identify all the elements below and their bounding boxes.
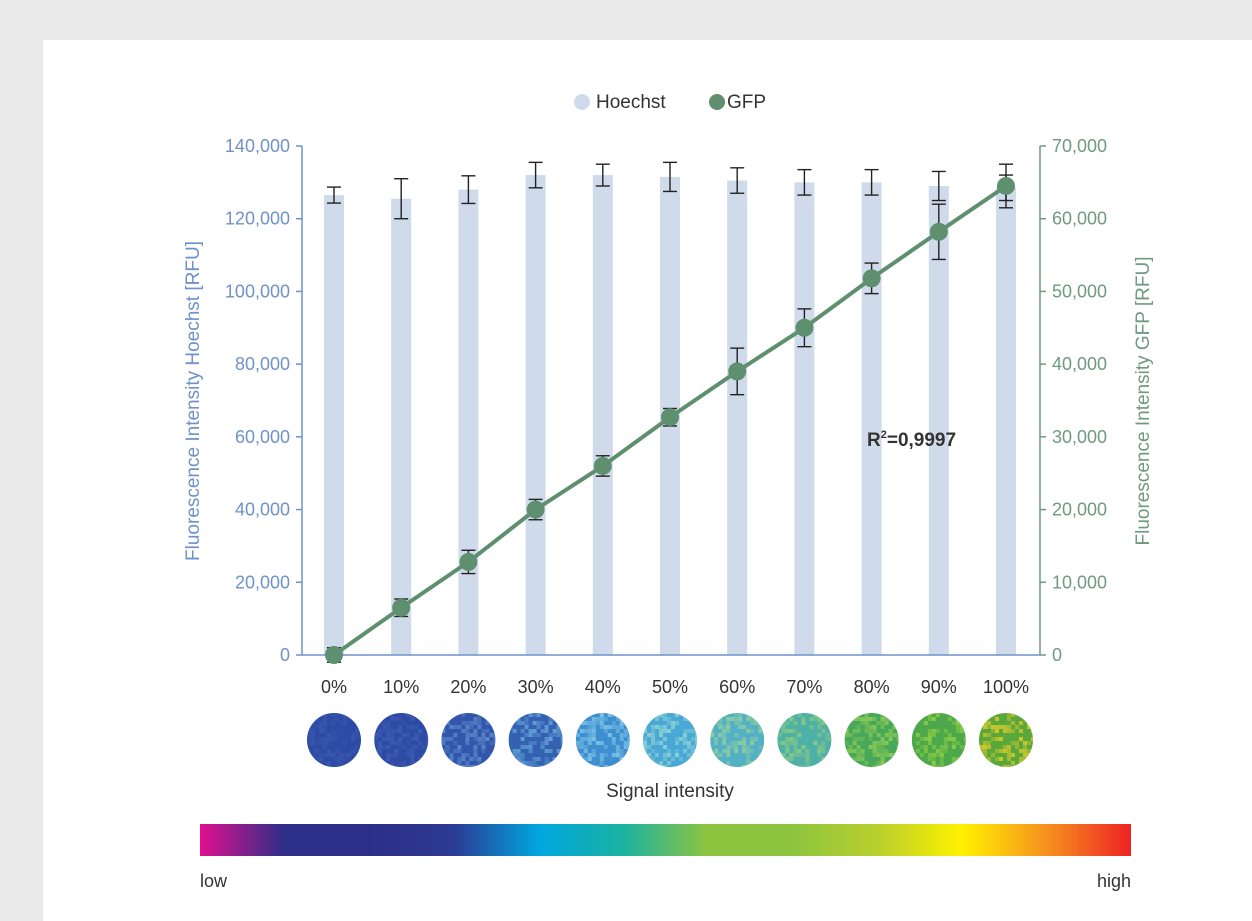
right-tick-label: 50,000 xyxy=(1052,281,1107,301)
x-tick-label: 50% xyxy=(652,677,688,697)
right-tick-label: 70,000 xyxy=(1052,136,1107,156)
well-images xyxy=(307,713,1033,767)
chart-card: Hoechst GFP 0 20,000 40,000 60,000 80,000 100… xyxy=(43,40,1252,921)
left-tick-label: 20,000 xyxy=(235,572,290,592)
well-image xyxy=(441,713,496,767)
color-scale-bar xyxy=(200,824,1131,856)
x-tick-label: 60% xyxy=(719,677,755,697)
y-axis-left-label: Fluorescence Intensity Hoechst [RFU] xyxy=(183,241,204,561)
gfp-point xyxy=(728,362,747,381)
well-image xyxy=(710,713,765,767)
hoechst-bar xyxy=(861,182,882,655)
legend-gfp-label: GFP xyxy=(727,92,766,113)
left-tick-label: 0 xyxy=(280,645,290,665)
r-squared-value: =0,9997 xyxy=(887,430,956,451)
gfp-points xyxy=(325,176,1015,664)
x-tick-label: 100% xyxy=(983,677,1029,697)
x-axis-label: Signal intensity xyxy=(606,781,734,802)
x-tick-label: 90% xyxy=(921,677,957,697)
left-tick-label: 80,000 xyxy=(235,354,290,374)
hoechst-bar xyxy=(996,187,1016,655)
hoechst-bar xyxy=(727,180,748,655)
well-image xyxy=(307,713,361,767)
gfp-point xyxy=(862,269,881,288)
gfp-point xyxy=(795,318,814,337)
x-tick-label: 30% xyxy=(518,677,554,697)
hoechst-bar xyxy=(458,189,479,655)
well-image xyxy=(508,713,563,767)
scale-high-label: high xyxy=(1097,871,1131,891)
right-axis-ticks: 0 10,000 20,000 30,000 40,000 50,000 60,000 70,… xyxy=(1040,136,1107,665)
x-tick-label: 0% xyxy=(321,677,347,697)
gfp-point xyxy=(392,598,411,617)
hoechst-bar xyxy=(391,198,412,656)
left-tick-label: 100,000 xyxy=(225,281,290,301)
left-axis-ticks: 0 20,000 40,000 60,000 80,000 100,000 120,000 1… xyxy=(225,136,302,665)
axes xyxy=(301,146,1041,656)
well-image xyxy=(911,713,966,767)
hoechst-bar xyxy=(525,175,546,656)
right-tick-label: 40,000 xyxy=(1052,354,1107,374)
right-tick-label: 30,000 xyxy=(1052,427,1107,447)
well-image xyxy=(979,713,1033,767)
hoechst-bar xyxy=(928,185,949,655)
x-tick-label: 10% xyxy=(383,677,419,697)
x-tick-label: 70% xyxy=(786,677,822,697)
hoechst-bars xyxy=(324,175,1016,656)
gfp-point xyxy=(997,176,1015,195)
well-image xyxy=(575,713,630,767)
well-image xyxy=(844,713,899,767)
right-tick-label: 0 xyxy=(1052,645,1062,665)
legend-hoechst-swatch xyxy=(574,94,590,110)
chart: Hoechst GFP 0 20,000 40,000 60,000 80,000 100… xyxy=(183,92,1154,891)
left-tick-label: 140,000 xyxy=(225,136,290,156)
gfp-point xyxy=(459,552,478,571)
left-tick-label: 120,000 xyxy=(225,209,290,229)
gfp-point xyxy=(929,222,948,241)
x-tick-label: 40% xyxy=(585,677,621,697)
legend-gfp-swatch xyxy=(709,94,725,110)
right-tick-label: 10,000 xyxy=(1052,572,1107,592)
x-tick-label: 20% xyxy=(450,677,486,697)
hoechst-bar xyxy=(324,195,344,655)
gfp-point xyxy=(593,456,612,475)
scale-low-label: low xyxy=(200,871,228,891)
well-image xyxy=(643,713,697,767)
legend: Hoechst GFP xyxy=(574,92,766,113)
right-tick-label: 60,000 xyxy=(1052,209,1107,229)
y-axis-right-label: Fluorescence Intensity GFP [RFU] xyxy=(1133,257,1154,546)
x-axis-tick-labels: 0% 10% 20% 30% 40% 50% 60% 70% 80% 90% 100% xyxy=(321,677,1029,697)
right-tick-label: 20,000 xyxy=(1052,500,1107,520)
gfp-point xyxy=(661,408,679,427)
hoechst-bar xyxy=(794,182,815,655)
well-image xyxy=(777,713,832,767)
r-squared-sup: 2 xyxy=(881,429,887,441)
legend-hoechst-label: Hoechst xyxy=(596,92,666,113)
r-squared-base: R xyxy=(867,430,881,451)
hoechst-bar xyxy=(592,175,613,656)
r-squared-annotation: R2=0,9997 xyxy=(867,429,956,451)
well-image xyxy=(374,713,429,767)
left-tick-label: 60,000 xyxy=(235,427,290,447)
gfp-point xyxy=(526,500,545,519)
x-tick-label: 80% xyxy=(854,677,890,697)
gfp-point xyxy=(325,646,343,664)
left-tick-label: 40,000 xyxy=(235,500,290,520)
